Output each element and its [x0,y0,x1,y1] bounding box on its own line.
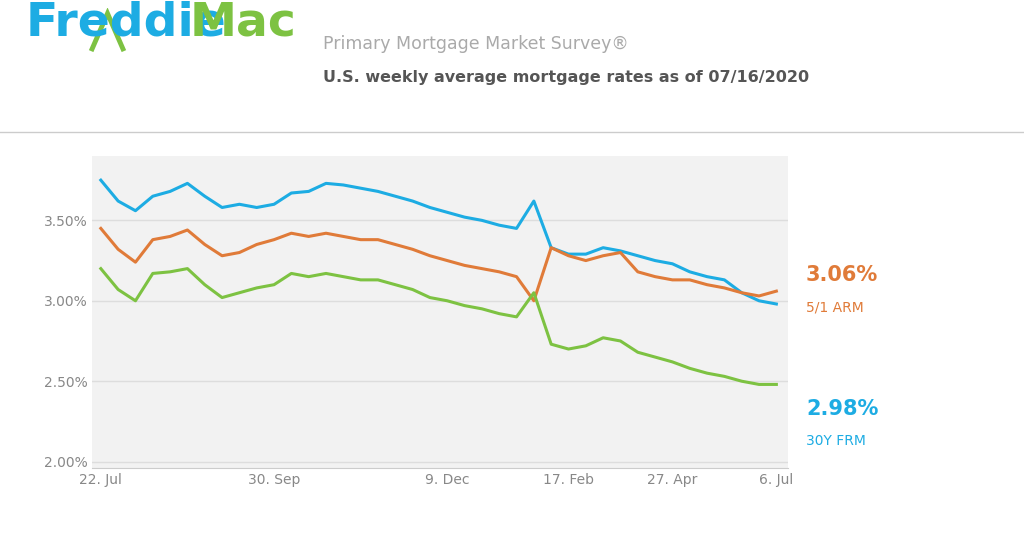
Text: Primary Mortgage Market Survey®: Primary Mortgage Market Survey® [323,35,629,53]
Text: 2.98%: 2.98% [806,399,879,419]
Text: Mac: Mac [189,1,296,46]
Text: 5/1 ARM: 5/1 ARM [806,300,863,314]
Text: U.S. weekly average mortgage rates as of 07/16/2020: U.S. weekly average mortgage rates as of… [323,70,809,85]
Text: 30Y FRM: 30Y FRM [806,434,865,448]
Text: Freddie: Freddie [26,1,226,46]
Text: 3.06%: 3.06% [806,265,879,285]
